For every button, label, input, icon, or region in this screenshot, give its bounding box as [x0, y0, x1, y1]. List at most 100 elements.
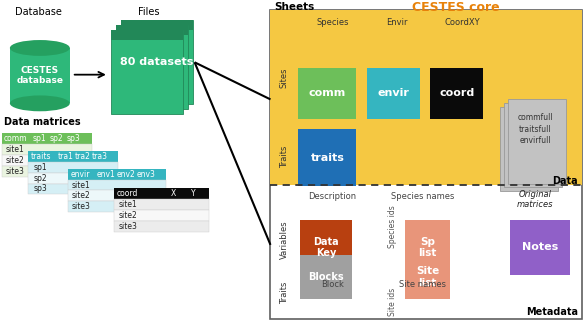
Text: Sites: Sites: [280, 67, 289, 88]
Text: site1: site1: [5, 145, 24, 154]
Text: Site ids: Site ids: [388, 288, 397, 317]
Bar: [271, 10, 582, 185]
Text: envir: envir: [71, 170, 90, 179]
Text: site2: site2: [5, 156, 24, 165]
Text: CESTES core: CESTES core: [413, 1, 500, 14]
Text: Sheets: Sheets: [275, 2, 315, 12]
Text: Traits: Traits: [280, 146, 289, 168]
Text: CESTES
database: CESTES database: [16, 66, 63, 85]
Text: comm: comm: [3, 134, 26, 143]
Bar: [405, 220, 450, 275]
Bar: [298, 129, 356, 186]
Bar: [2, 166, 92, 177]
Bar: [114, 210, 208, 221]
Text: envir: envir: [378, 89, 410, 98]
Text: tra3: tra3: [92, 152, 108, 161]
Text: Data: Data: [552, 176, 578, 185]
Text: envirfull: envirfull: [519, 136, 551, 146]
Bar: [10, 48, 70, 103]
Ellipse shape: [10, 95, 70, 111]
Bar: [504, 103, 562, 187]
Bar: [508, 99, 566, 183]
Bar: [271, 10, 582, 319]
Text: Site
list: Site list: [416, 266, 440, 288]
Text: sp3: sp3: [34, 184, 48, 194]
Text: sp1: sp1: [34, 163, 48, 172]
Bar: [405, 255, 450, 299]
Text: traits: traits: [31, 152, 51, 161]
Text: site2: site2: [119, 211, 137, 220]
Text: Envir: Envir: [387, 18, 408, 27]
Ellipse shape: [10, 40, 70, 56]
Bar: [111, 30, 183, 114]
Bar: [2, 133, 92, 144]
Text: env2: env2: [116, 170, 135, 179]
Text: traitsfull: traitsfull: [519, 125, 551, 134]
Text: tra2: tra2: [75, 152, 91, 161]
Text: env3: env3: [136, 170, 155, 179]
Bar: [28, 173, 118, 183]
Text: tra1: tra1: [58, 152, 74, 161]
Text: coord: coord: [117, 189, 139, 198]
Bar: [116, 25, 188, 35]
Text: Files: Files: [138, 7, 160, 17]
Bar: [430, 68, 483, 119]
Bar: [367, 68, 420, 119]
Bar: [28, 162, 118, 173]
Bar: [2, 144, 92, 155]
Text: CoordXY: CoordXY: [444, 18, 480, 27]
Bar: [114, 188, 208, 199]
Bar: [68, 180, 166, 190]
Bar: [298, 68, 356, 119]
Text: Data
Key: Data Key: [313, 236, 339, 258]
Text: Data matrices: Data matrices: [4, 117, 80, 127]
Text: Original
matrices: Original matrices: [517, 190, 554, 209]
Bar: [121, 20, 193, 104]
Bar: [301, 220, 352, 275]
Text: Notes: Notes: [522, 242, 558, 252]
Text: site1: site1: [72, 181, 90, 190]
Text: commfull: commfull: [517, 113, 553, 122]
Text: Blocks: Blocks: [309, 272, 344, 282]
Bar: [68, 201, 166, 212]
Text: sp2: sp2: [34, 174, 48, 182]
Text: env1: env1: [96, 170, 115, 179]
Bar: [114, 199, 208, 210]
Bar: [68, 169, 166, 180]
Bar: [500, 107, 558, 191]
Text: site3: site3: [118, 222, 137, 231]
Text: Sp
list: Sp list: [419, 236, 437, 258]
Text: sp2: sp2: [50, 134, 63, 143]
Bar: [68, 190, 166, 201]
Text: 80 datasets: 80 datasets: [120, 57, 193, 67]
Text: coord: coord: [439, 89, 474, 98]
Bar: [114, 221, 208, 232]
Text: Species names: Species names: [390, 192, 454, 201]
Text: Variables: Variables: [280, 221, 289, 259]
Text: site3: site3: [5, 167, 24, 176]
Text: site3: site3: [72, 202, 90, 211]
Text: Metadata: Metadata: [526, 307, 578, 317]
Text: sp1: sp1: [33, 134, 46, 143]
Text: Traits: Traits: [280, 281, 289, 303]
Bar: [28, 183, 118, 194]
Text: site1: site1: [119, 200, 137, 209]
Text: sp3: sp3: [67, 134, 80, 143]
Text: comm: comm: [309, 89, 346, 98]
Text: site2: site2: [72, 191, 90, 200]
Bar: [510, 220, 570, 275]
Text: traits: traits: [311, 153, 345, 163]
Bar: [301, 255, 352, 299]
Bar: [121, 20, 193, 30]
Text: X: X: [171, 189, 176, 198]
Text: Y: Y: [191, 189, 196, 198]
Text: Description: Description: [308, 192, 356, 201]
Bar: [2, 155, 92, 166]
Text: Block: Block: [321, 280, 344, 289]
Bar: [116, 25, 188, 109]
Text: Species ids: Species ids: [388, 206, 397, 249]
Text: Database: Database: [15, 7, 62, 17]
Bar: [28, 151, 118, 162]
Text: Site names: Site names: [399, 280, 446, 289]
Bar: [111, 30, 183, 40]
